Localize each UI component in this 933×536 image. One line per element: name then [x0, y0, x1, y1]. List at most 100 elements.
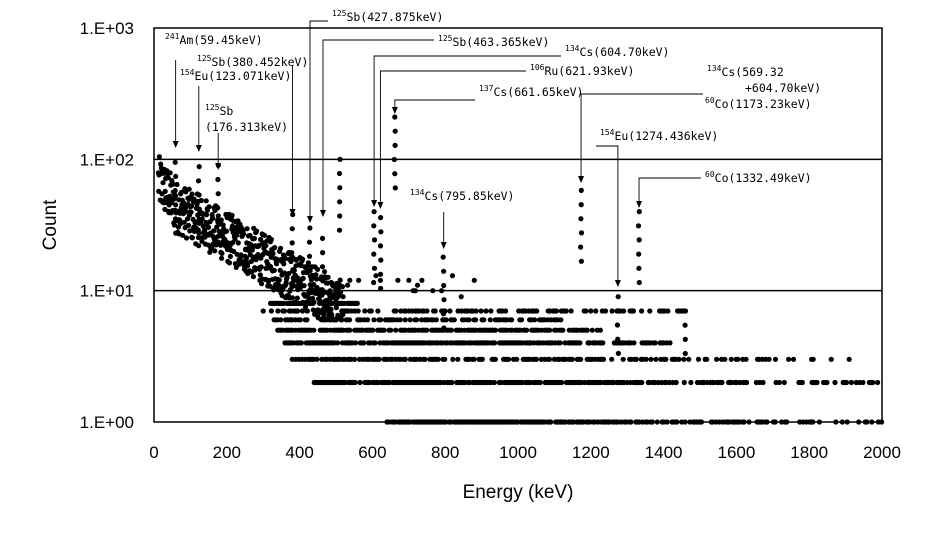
data-point: [589, 327, 595, 333]
data-point: [319, 235, 326, 241]
x-axis-title: Energy (keV): [463, 482, 574, 503]
data-point: [875, 379, 881, 386]
data-point: [329, 294, 335, 300]
data-point: [440, 254, 446, 260]
data-point: [260, 308, 266, 314]
data-point: [314, 356, 320, 362]
peak-label: 125Sb(380.452keV): [197, 54, 308, 69]
data-point: [205, 224, 212, 230]
data-point: [336, 288, 342, 294]
data-point: [449, 379, 455, 386]
data-point: [311, 327, 317, 333]
data-point: [614, 322, 621, 328]
data-point: [371, 223, 377, 229]
annotation-leader: [322, 39, 434, 211]
data-point: [289, 268, 296, 274]
data-point: [441, 282, 447, 289]
y-axis-title: Count: [40, 199, 61, 250]
data-point: [171, 222, 177, 228]
data-point: [602, 308, 609, 314]
data-point: [240, 231, 247, 237]
data-point: [557, 340, 563, 346]
data-point: [630, 308, 637, 314]
data-point: [451, 317, 457, 323]
data-point: [631, 340, 637, 346]
data-point: [282, 255, 288, 261]
data-point: [424, 308, 430, 314]
annotation-leader: [580, 93, 703, 177]
data-point: [621, 308, 627, 314]
annotation-arrowhead: [377, 202, 384, 209]
data-point: [441, 297, 447, 303]
annotation-arrowhead: [440, 242, 447, 249]
data-point: [319, 264, 326, 270]
annotation-leader: [638, 177, 701, 202]
annotation-arrowhead: [391, 107, 398, 114]
x-tick-label: 1200: [572, 443, 610, 462]
data-point: [615, 308, 622, 314]
data-point: [207, 249, 213, 255]
data-point: [195, 178, 202, 184]
data-point: [268, 308, 274, 314]
data-point: [321, 269, 328, 275]
data-point: [238, 252, 244, 258]
data-point: [392, 171, 398, 177]
data-point: [458, 294, 464, 300]
data-point: [268, 264, 274, 270]
data-point: [167, 170, 173, 176]
data-point: [371, 317, 377, 323]
data-point: [289, 282, 296, 288]
data-point: [173, 173, 179, 179]
data-point: [636, 279, 642, 286]
data-point: [352, 356, 358, 362]
y-tick-label: 1.E+00: [80, 413, 134, 432]
data-point: [215, 205, 221, 211]
data-point: [203, 198, 209, 204]
data-point: [274, 256, 280, 262]
peak-label: 134Cs(604.70keV): [565, 44, 669, 59]
annotation-leader: [596, 145, 619, 281]
data-point: [215, 191, 221, 197]
data-point: [546, 356, 553, 362]
data-point: [215, 176, 221, 183]
data-point: [553, 308, 560, 314]
data-point: [492, 356, 498, 362]
annotation-arrowhead: [371, 200, 378, 207]
data-point: [471, 356, 477, 362]
annotation-leader: [379, 70, 526, 203]
annotation-arrowhead: [195, 145, 202, 152]
data-point: [439, 288, 445, 294]
data-point: [488, 308, 494, 314]
data-point: [471, 277, 477, 283]
data-point: [378, 229, 384, 235]
data-point: [799, 379, 805, 386]
data-point: [681, 379, 687, 386]
data-point: [377, 277, 383, 283]
data-point: [173, 230, 179, 236]
data-point: [686, 356, 692, 362]
data-point: [743, 356, 749, 362]
data-point: [259, 281, 265, 287]
data-point: [196, 164, 202, 170]
data-point: [578, 230, 585, 236]
data-point: [620, 356, 626, 362]
data-point: [288, 258, 294, 265]
data-point: [278, 245, 284, 251]
data-point: [744, 379, 750, 386]
data-point: [195, 234, 201, 241]
data-point: [220, 222, 226, 228]
data-point: [305, 260, 311, 266]
data-point: [492, 340, 498, 346]
data-point: [338, 300, 344, 306]
data-point: [569, 356, 576, 362]
data-point: [337, 277, 343, 283]
data-point: [261, 232, 268, 238]
data-point: [600, 340, 606, 346]
data-point: [378, 257, 384, 263]
data-point: [180, 232, 186, 238]
data-point: [300, 275, 306, 281]
annotation-arrowhead: [636, 201, 643, 208]
data-point: [160, 180, 166, 186]
data-point: [547, 327, 553, 333]
